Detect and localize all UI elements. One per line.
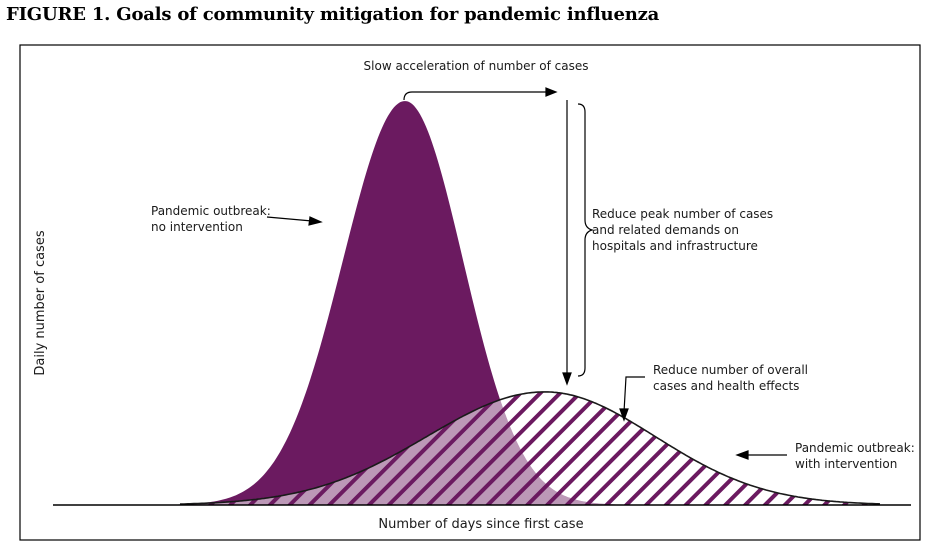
x-axis-label: Number of days since first case	[378, 517, 583, 532]
slow-acceleration-label: Slow acceleration of number of cases	[364, 59, 589, 73]
with-intervention-curve	[179, 391, 881, 505]
reduce-peak-arrow	[562, 100, 572, 386]
reduce-peak-label-1: Reduce peak number of cases	[592, 207, 773, 221]
no-intervention-label-2: no intervention	[151, 220, 243, 234]
no-intervention-label-1: Pandemic outbreak:	[151, 204, 271, 218]
reduce-overall-label-1: Reduce number of overall	[653, 363, 808, 377]
reduce-peak-label-2: and related demands on	[592, 223, 739, 237]
with-intervention-label-2: with intervention	[795, 457, 897, 471]
reduce-overall-label-2: cases and health effects	[653, 379, 799, 393]
reduce-peak-label-3: hospitals and infrastructure	[592, 239, 758, 253]
reduce-peak-brace	[577, 103, 595, 377]
figure-title: FIGURE 1. Goals of community mitigation …	[6, 4, 660, 25]
with-intervention-arrow	[735, 450, 787, 460]
slow-acceleration-bracket	[403, 87, 558, 101]
with-intervention-label-1: Pandemic outbreak:	[795, 441, 915, 455]
reduce-overall-arrow	[619, 376, 645, 422]
y-axis-label: Daily number of cases	[33, 230, 48, 375]
no-intervention-arrow	[266, 216, 323, 226]
figure-frame	[19, 44, 921, 541]
no-intervention-area	[60, 101, 760, 505]
